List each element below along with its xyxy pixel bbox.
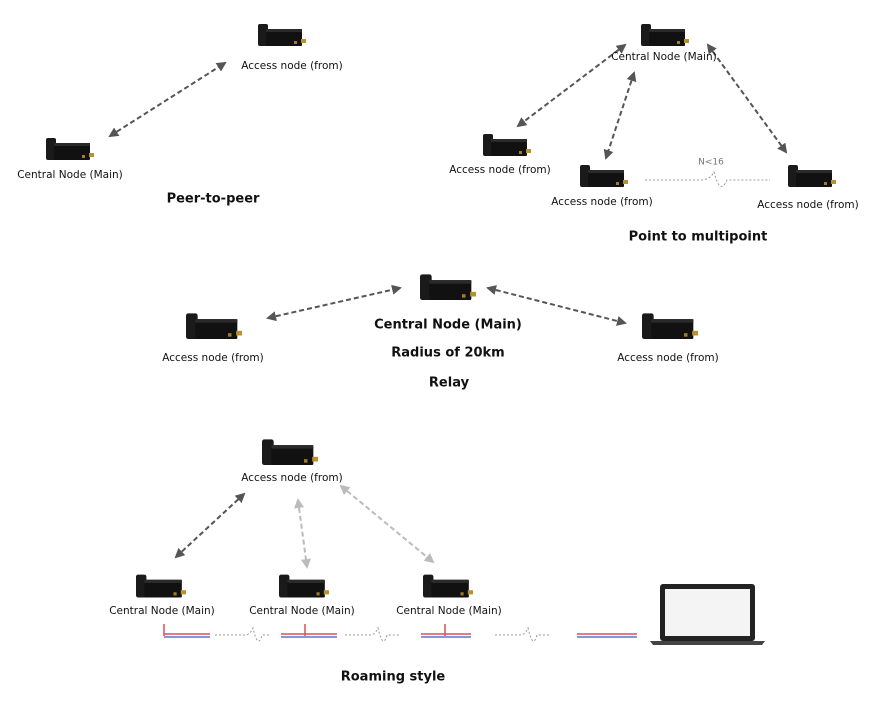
device <box>258 24 306 46</box>
cables <box>163 624 637 638</box>
node-label: Access node (from) <box>241 472 342 484</box>
node-label: Access node (from) <box>757 199 858 211</box>
node-label: Central Node (Main) <box>396 605 502 617</box>
device <box>642 313 698 339</box>
caption: Roaming style <box>341 670 446 685</box>
link <box>339 484 435 564</box>
node-label: Access node (from) <box>241 60 342 72</box>
node-label: Access node (from) <box>162 352 263 364</box>
signal <box>495 626 550 642</box>
node-label: Access node (from) <box>449 164 550 176</box>
device <box>46 138 94 160</box>
link <box>108 61 227 138</box>
link <box>706 43 788 154</box>
device <box>788 165 836 187</box>
link <box>174 492 246 559</box>
node-label: Central Node (Main) <box>109 605 215 617</box>
node-label: Access node (from) <box>551 196 652 208</box>
link <box>603 71 637 160</box>
node-label: Central Node (Main) <box>249 605 355 617</box>
device <box>423 574 473 598</box>
node-label: Central Node (Main) <box>611 51 717 63</box>
radius: Radius of 20km <box>391 346 504 361</box>
device <box>580 165 628 187</box>
link <box>266 284 402 322</box>
caption: Point to multipoint <box>629 230 768 245</box>
device <box>136 574 186 598</box>
node-label: Access node (from) <box>617 352 718 364</box>
device <box>420 274 476 300</box>
signal <box>645 170 770 187</box>
caption: Relay <box>429 376 470 391</box>
caption: Peer-to-peer <box>167 192 260 207</box>
device <box>279 574 329 598</box>
link <box>294 498 311 569</box>
laptop <box>650 584 765 645</box>
device <box>483 134 531 156</box>
device <box>186 313 242 339</box>
node-label: Central Node (Main) <box>17 169 123 181</box>
note: N<16 <box>698 158 724 168</box>
link <box>516 43 627 128</box>
signal <box>215 626 270 642</box>
device <box>641 24 689 46</box>
device <box>262 439 318 465</box>
node-label: Central Node (Main) <box>374 318 522 333</box>
signal <box>345 626 400 642</box>
